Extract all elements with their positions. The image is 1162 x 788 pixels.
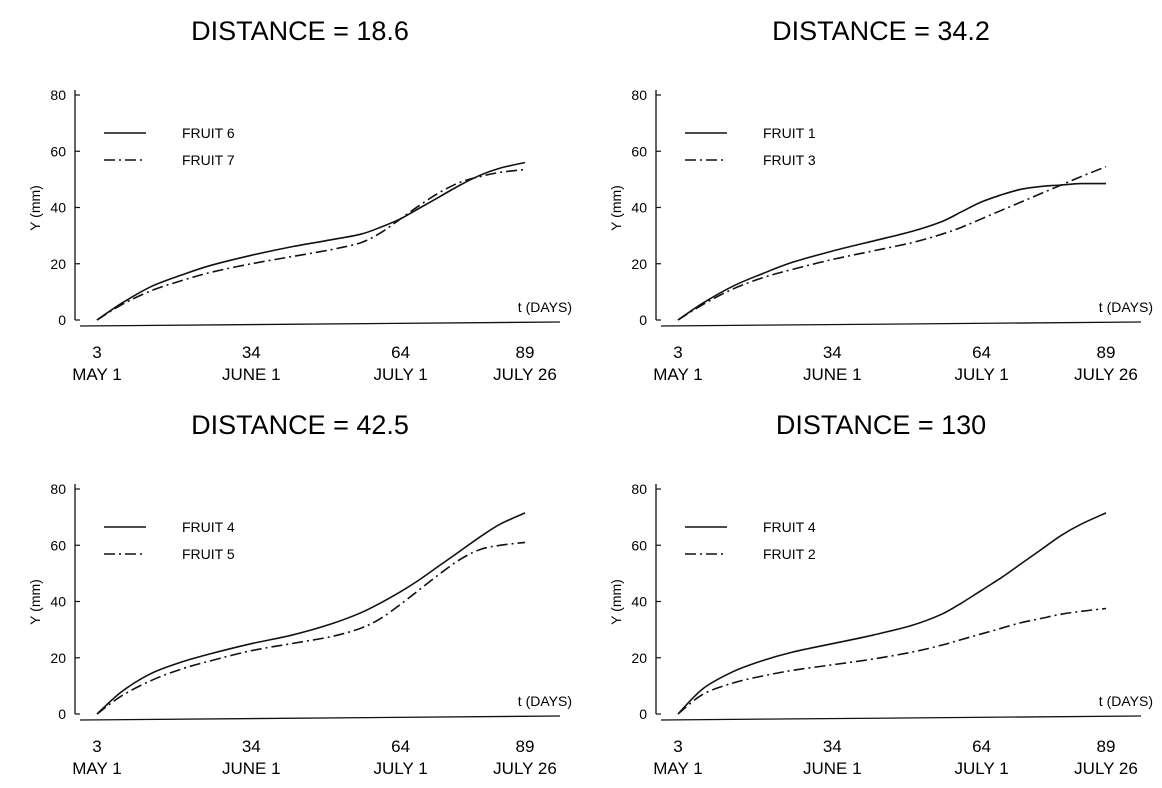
x-tick-label: 89 (1097, 737, 1116, 756)
legend-label: FRUIT 2 (763, 546, 816, 562)
series-line-1 (96, 161, 526, 321)
x-tick-label: 64 (391, 343, 410, 362)
chart-title: DISTANCE = 18.6 (191, 16, 409, 46)
legend-label: FRUIT 7 (182, 152, 235, 168)
x-tick-date-label: MAY 1 (653, 759, 702, 778)
x-tick-label: 89 (1097, 343, 1116, 362)
y-tick-label: 0 (58, 706, 66, 722)
y-tick-label: 0 (639, 312, 647, 328)
y-tick-label: 20 (50, 650, 66, 666)
x-tick-date-label: JUNE 1 (803, 365, 862, 384)
x-axis-label: t (DAYS) (1099, 299, 1153, 315)
x-tick-date-label: MAY 1 (653, 365, 702, 384)
chart-title: DISTANCE = 42.5 (191, 410, 409, 440)
y-tick-label: 40 (631, 200, 647, 216)
x-tick-label: 34 (242, 737, 261, 756)
x-tick-label: 3 (673, 737, 682, 756)
x-tick-date-label: JULY 1 (373, 365, 427, 384)
y-tick-label: 80 (631, 87, 647, 103)
y-tick-label: 60 (631, 143, 647, 159)
chart-svg: DISTANCE = 130 0 20 40 60 80 Y (mm) t (DAYS) 3 MA… (608, 410, 1153, 778)
x-axis-line (79, 715, 561, 721)
y-tick-label: 80 (631, 481, 647, 497)
y-tick-label: 20 (631, 256, 647, 272)
y-tick-label: 20 (631, 650, 647, 666)
legend-label: FRUIT 3 (763, 152, 816, 168)
legend-label: FRUIT 1 (763, 125, 816, 141)
series-line-2 (677, 165, 1107, 321)
x-tick-label: 89 (516, 343, 535, 362)
y-tick-label: 80 (50, 87, 66, 103)
x-tick-date-label: JULY 1 (373, 759, 427, 778)
series-line-2 (96, 541, 526, 715)
x-tick-label: 89 (516, 737, 535, 756)
y-axis-label: Y (mm) (608, 579, 624, 625)
x-tick-label: 34 (823, 737, 842, 756)
x-tick-label: 34 (242, 343, 261, 362)
y-tick-label: 20 (50, 256, 66, 272)
x-axis-label: t (DAYS) (1099, 693, 1153, 709)
chart-panel-4: DISTANCE = 130 0 20 40 60 80 Y (mm) t (DAYS) 3 MA… (581, 394, 1162, 788)
y-tick-label: 40 (50, 200, 66, 216)
x-axis-label: t (DAYS) (518, 693, 572, 709)
x-tick-date-label: JULY 26 (493, 365, 557, 384)
series-line-1 (677, 182, 1107, 321)
x-tick-date-label: JUNE 1 (803, 759, 862, 778)
y-tick-label: 0 (639, 706, 647, 722)
chart-svg: DISTANCE = 18.6 0 20 40 60 80 Y (mm) t (DAYS) 3 M… (27, 16, 572, 384)
y-tick-label: 60 (50, 143, 66, 159)
x-tick-date-label: JULY 26 (1074, 759, 1138, 778)
series-line-1 (96, 512, 526, 715)
chart-panel-1: DISTANCE = 18.6 0 20 40 60 80 Y (mm) t (DAYS) 3 M… (0, 0, 581, 394)
x-axis-line (660, 321, 1142, 327)
y-tick-label: 80 (50, 481, 66, 497)
chart-svg: DISTANCE = 42.5 0 20 40 60 80 Y (mm) t (DAYS) 3 M… (27, 410, 572, 778)
x-tick-date-label: JULY 1 (954, 759, 1008, 778)
legend-label: FRUIT 5 (182, 546, 235, 562)
y-axis-label: Y (mm) (608, 185, 624, 231)
x-tick-label: 64 (972, 343, 991, 362)
x-tick-label: 64 (972, 737, 991, 756)
x-tick-date-label: JULY 26 (493, 759, 557, 778)
x-axis-line (79, 321, 561, 327)
x-axis-label: t (DAYS) (518, 299, 572, 315)
series-line-1 (677, 512, 1107, 715)
legend-label: FRUIT 4 (182, 519, 235, 535)
x-tick-label: 64 (391, 737, 410, 756)
legend-label: FRUIT 4 (763, 519, 816, 535)
chart-title: DISTANCE = 34.2 (772, 16, 990, 46)
x-tick-date-label: JULY 26 (1074, 365, 1138, 384)
x-tick-label: 3 (92, 737, 101, 756)
chart-panel-3: DISTANCE = 42.5 0 20 40 60 80 Y (mm) t (DAYS) 3 M… (0, 394, 581, 788)
x-tick-label: 34 (823, 343, 842, 362)
y-tick-label: 0 (58, 312, 66, 328)
legend-label: FRUIT 6 (182, 125, 235, 141)
x-tick-date-label: JUNE 1 (222, 759, 281, 778)
y-tick-label: 40 (631, 594, 647, 610)
y-tick-label: 40 (50, 594, 66, 610)
x-axis-line (660, 715, 1142, 721)
series-line-2 (677, 607, 1107, 715)
x-tick-label: 3 (92, 343, 101, 362)
series-line-2 (96, 168, 526, 321)
x-tick-date-label: MAY 1 (72, 365, 121, 384)
y-tick-label: 60 (50, 537, 66, 553)
x-tick-date-label: JUNE 1 (222, 365, 281, 384)
y-axis-label: Y (mm) (27, 579, 43, 625)
y-axis-label: Y (mm) (27, 185, 43, 231)
chart-title: DISTANCE = 130 (776, 410, 986, 440)
x-tick-date-label: JULY 1 (954, 365, 1008, 384)
y-tick-label: 60 (631, 537, 647, 553)
x-tick-date-label: MAY 1 (72, 759, 121, 778)
chart-svg: DISTANCE = 34.2 0 20 40 60 80 Y (mm) t (DAYS) 3 M… (608, 16, 1153, 384)
x-tick-label: 3 (673, 343, 682, 362)
chart-panel-2: DISTANCE = 34.2 0 20 40 60 80 Y (mm) t (DAYS) 3 M… (581, 0, 1162, 394)
